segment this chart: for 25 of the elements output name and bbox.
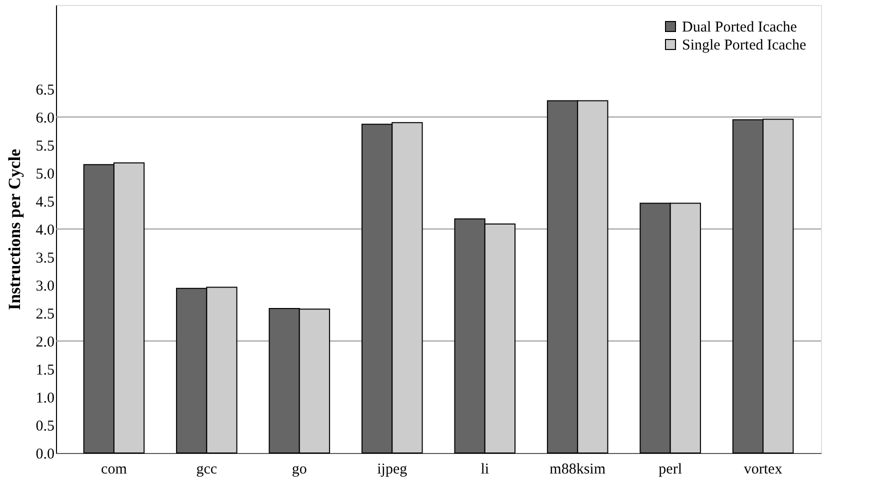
y-tick-label: 3.5 (36, 250, 54, 266)
x-tick-label: gcc (196, 462, 218, 478)
x-tick-label: ijpeg (377, 462, 408, 478)
y-tick-label: 6.0 (36, 110, 54, 126)
legend-label: Dual Ported Icache (682, 20, 798, 36)
x-tick-label: go (292, 462, 307, 478)
y-tick-label: 3.0 (36, 278, 54, 294)
y-tick-label: 1.5 (36, 362, 54, 378)
y-tick-label: 6.5 (36, 82, 54, 98)
y-tick-label: 5.5 (36, 138, 54, 154)
y-tick-label: 1.0 (36, 390, 54, 406)
y-tick-label: 4.5 (36, 194, 54, 210)
y-axis-title: Instructions per Cycle (4, 148, 24, 310)
x-tick-label: m88ksim (550, 462, 606, 478)
y-tick-label: 2.5 (36, 306, 54, 322)
y-tick-label: 5.0 (36, 166, 54, 182)
x-tick-label: li (480, 462, 490, 478)
y-tick-label: 0.5 (36, 418, 54, 434)
x-tick-label: com (101, 462, 128, 478)
legend-label: Single Ported Icache (682, 38, 806, 54)
y-tick-label: 2.0 (36, 334, 54, 350)
y-tick-label: 0.0 (36, 446, 54, 462)
x-tick-label: perl (658, 462, 682, 478)
x-tick-label: vortex (744, 462, 783, 478)
y-tick-label: 4.0 (36, 222, 54, 238)
